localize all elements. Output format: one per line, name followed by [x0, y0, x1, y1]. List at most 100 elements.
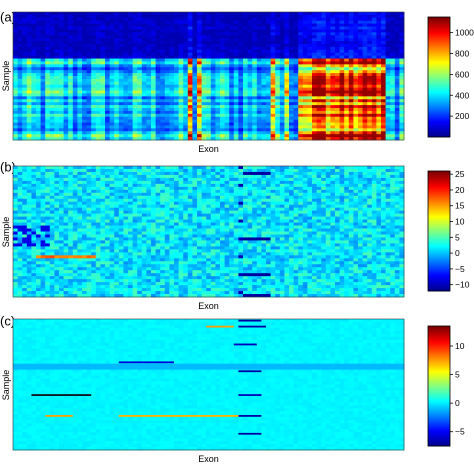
heatmap-cell — [105, 64, 110, 68]
heatmap-cell — [183, 134, 189, 138]
heatmap-cell — [114, 195, 120, 200]
heatmap-cell — [284, 192, 290, 197]
heatmap-cell — [376, 137, 382, 141]
heatmap-cell — [348, 70, 354, 74]
heatmap-cell — [238, 99, 244, 103]
heatmap-cell — [367, 99, 373, 103]
heatmap-cell — [358, 125, 363, 129]
heatmap-cell — [100, 128, 106, 132]
heatmap-cell — [233, 35, 239, 39]
heatmap-cell — [399, 198, 405, 203]
heatmap-cell — [344, 49, 350, 54]
heatmap-cell — [160, 93, 166, 97]
heatmap-cell — [31, 119, 37, 123]
heatmap-cell — [40, 64, 46, 68]
heatmap-cell — [164, 110, 170, 115]
heatmap-cell — [325, 70, 331, 74]
heatmap-cell — [72, 32, 78, 36]
heatmap-cell — [243, 93, 248, 97]
heatmap-cell — [187, 67, 193, 71]
heatmap-cell — [187, 119, 193, 123]
heatmap-cell — [109, 35, 115, 39]
colorbar-swatch — [428, 91, 450, 94]
heatmap-cell — [95, 32, 101, 36]
heatmap-cell — [247, 204, 253, 209]
heatmap-cell — [275, 204, 281, 209]
heatmap-cell — [275, 87, 281, 91]
heatmap-cell — [220, 64, 225, 68]
heatmap-cell — [362, 128, 368, 132]
heatmap-cell — [82, 131, 87, 135]
heatmap-cell — [298, 186, 304, 191]
heatmap-cell — [344, 125, 350, 129]
heatmap-cell — [220, 81, 225, 86]
heatmap-cell — [371, 58, 377, 62]
heatmap-cell — [86, 168, 92, 173]
heatmap-cell — [399, 78, 405, 83]
heatmap-cell — [394, 192, 400, 197]
heatmap-cell — [178, 81, 184, 86]
heatmap-cell — [362, 55, 368, 59]
heatmap-cell — [252, 58, 258, 62]
heatmap-cell — [243, 177, 248, 182]
heatmap-cell — [31, 70, 37, 74]
heatmap-cell — [266, 29, 271, 33]
heatmap-cell — [381, 73, 386, 77]
heatmap-cell — [86, 166, 92, 170]
heatmap-cell — [31, 76, 37, 80]
heatmap-cell — [321, 38, 327, 42]
heatmap-cell — [155, 73, 161, 77]
heatmap-cell — [238, 195, 244, 200]
heatmap-cell — [344, 122, 350, 126]
heatmap-cell — [344, 20, 350, 25]
heatmap-cell — [63, 84, 69, 89]
heatmap-cell — [247, 113, 253, 118]
heatmap-cell — [381, 35, 386, 39]
heatmap-cell — [390, 192, 396, 197]
colorbar-swatch — [428, 49, 450, 52]
heatmap-cell — [206, 81, 212, 86]
heatmap-cell — [22, 58, 28, 62]
heatmap-cell — [220, 78, 225, 83]
heatmap-cell — [335, 46, 340, 51]
heatmap-cell — [201, 99, 207, 103]
heatmap-cell — [224, 180, 230, 185]
heatmap-cell — [298, 108, 304, 112]
heatmap-cell — [49, 81, 55, 86]
heatmap-cell — [206, 78, 212, 83]
heatmap-cell — [82, 41, 87, 45]
heatmap-cell — [266, 186, 271, 191]
heatmap-cell — [247, 174, 253, 179]
heatmap-cell — [155, 108, 161, 112]
heatmap-cell — [261, 99, 267, 103]
heatmap-cell — [275, 177, 281, 182]
heatmap-cell — [146, 73, 152, 77]
heatmap-cell — [36, 76, 41, 80]
heatmap-cell — [215, 113, 221, 118]
heatmap-cell — [26, 76, 32, 80]
heatmap-cell — [137, 96, 143, 100]
heatmap-cell — [82, 52, 87, 57]
heatmap-cell — [151, 84, 156, 89]
heatmap-cell — [261, 168, 267, 173]
heatmap-cell — [151, 41, 156, 45]
heatmap-cell — [128, 64, 133, 68]
heatmap-cell — [289, 93, 294, 97]
heatmap-cell — [201, 49, 207, 54]
heatmap-cell — [17, 49, 23, 54]
heatmap-cell — [206, 125, 212, 129]
heatmap-cell — [31, 87, 37, 91]
heatmap-cell — [307, 46, 313, 51]
heatmap-cell — [238, 49, 244, 54]
heatmap-cell — [321, 55, 327, 59]
heatmap-cell — [132, 78, 138, 83]
heatmap-cell — [187, 125, 193, 129]
heatmap-cell — [325, 20, 331, 25]
heatmap-cell — [137, 90, 143, 94]
heatmap-cell — [36, 108, 41, 112]
heatmap-cell — [109, 189, 115, 194]
heatmap-cell — [178, 35, 184, 39]
heatmap-cell — [312, 35, 317, 39]
heatmap-cell — [72, 20, 78, 25]
heatmap-cell — [238, 93, 244, 97]
